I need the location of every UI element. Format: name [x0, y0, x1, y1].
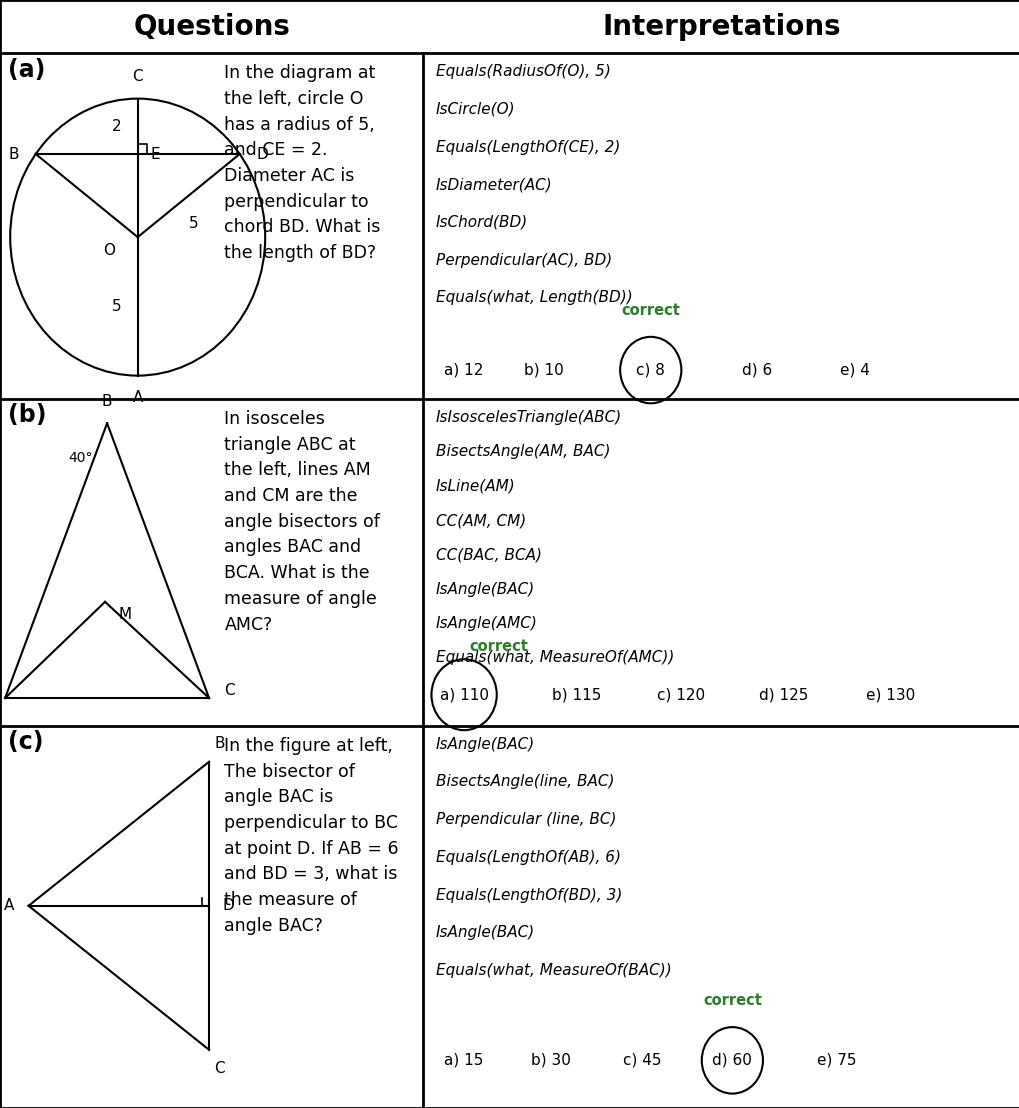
Text: e) 130: e) 130 — [865, 687, 914, 702]
Text: C: C — [224, 683, 234, 698]
Text: IsAngle(AMC): IsAngle(AMC) — [435, 616, 537, 632]
Text: Perpendicular (line, BC): Perpendicular (line, BC) — [435, 812, 615, 828]
Text: C: C — [132, 69, 143, 84]
Text: BisectsAngle(AM, BAC): BisectsAngle(AM, BAC) — [435, 444, 609, 460]
Text: d) 6: d) 6 — [741, 362, 771, 378]
Text: a) 15: a) 15 — [444, 1053, 483, 1068]
Text: Perpendicular(AC), BD): Perpendicular(AC), BD) — [435, 253, 611, 268]
Text: IsIsoscelesTriangle(ABC): IsIsoscelesTriangle(ABC) — [435, 410, 622, 425]
Text: e) 4: e) 4 — [839, 362, 869, 378]
Text: IsAngle(BAC): IsAngle(BAC) — [435, 925, 534, 941]
Text: (b): (b) — [8, 403, 47, 428]
Text: correct: correct — [621, 302, 680, 318]
Text: Interpretations: Interpretations — [602, 12, 840, 41]
Text: d) 125: d) 125 — [758, 687, 807, 702]
Text: 2: 2 — [112, 119, 121, 134]
Text: b) 30: b) 30 — [530, 1053, 571, 1068]
Text: e) 75: e) 75 — [816, 1053, 855, 1068]
Text: Equals(LengthOf(CE), 2): Equals(LengthOf(CE), 2) — [435, 140, 620, 155]
Text: B: B — [9, 146, 19, 162]
Text: O: O — [103, 243, 115, 258]
Text: M: M — [118, 607, 131, 623]
Text: 5: 5 — [189, 215, 199, 230]
Text: CC(AM, CM): CC(AM, CM) — [435, 513, 525, 529]
Text: IsDiameter(AC): IsDiameter(AC) — [435, 177, 551, 193]
Text: correct: correct — [469, 638, 528, 654]
Text: IsChord(BD): IsChord(BD) — [435, 215, 527, 230]
Text: Equals(RadiusOf(O), 5): Equals(RadiusOf(O), 5) — [435, 64, 609, 80]
Text: Equals(LengthOf(AB), 6): Equals(LengthOf(AB), 6) — [435, 850, 620, 865]
Text: a) 12: a) 12 — [444, 362, 483, 378]
Text: c) 120: c) 120 — [656, 687, 705, 702]
Text: B: B — [214, 736, 224, 751]
Text: C: C — [214, 1061, 224, 1076]
Text: c) 45: c) 45 — [623, 1053, 661, 1068]
Text: In isosceles
triangle ABC at
the left, lines AM
and CM are the
angle bisectors o: In isosceles triangle ABC at the left, l… — [224, 410, 380, 634]
Text: IsLine(AM): IsLine(AM) — [435, 479, 515, 494]
Text: 5: 5 — [112, 299, 121, 314]
Text: a) 110: a) 110 — [439, 687, 488, 702]
Text: D: D — [222, 899, 234, 913]
Text: 40°: 40° — [68, 451, 93, 465]
Text: BisectsAngle(line, BAC): BisectsAngle(line, BAC) — [435, 774, 613, 790]
Text: b) 10: b) 10 — [524, 362, 562, 378]
Text: Equals(LengthOf(BD), 3): Equals(LengthOf(BD), 3) — [435, 888, 622, 903]
Text: d) 60: d) 60 — [711, 1053, 752, 1068]
Text: IsAngle(BAC): IsAngle(BAC) — [435, 582, 534, 597]
Text: Equals(what, Length(BD)): Equals(what, Length(BD)) — [435, 290, 632, 306]
Text: (a): (a) — [8, 58, 46, 82]
Text: (c): (c) — [8, 730, 44, 755]
Text: c) 8: c) 8 — [636, 362, 664, 378]
Text: In the figure at left,
The bisector of
angle BAC is
perpendicular to BC
at point: In the figure at left, The bisector of a… — [224, 737, 398, 935]
Text: IsCircle(O): IsCircle(O) — [435, 102, 515, 117]
Text: In the diagram at
the left, circle O
has a radius of 5,
and CE = 2.
Diameter AC : In the diagram at the left, circle O has… — [224, 64, 380, 263]
Text: D: D — [256, 146, 268, 162]
Text: E: E — [151, 146, 160, 162]
Text: IsAngle(BAC): IsAngle(BAC) — [435, 737, 534, 752]
Text: Equals(what, MeasureOf(BAC)): Equals(what, MeasureOf(BAC)) — [435, 963, 671, 978]
Text: b) 115: b) 115 — [551, 687, 600, 702]
Text: B: B — [102, 393, 112, 409]
Text: A: A — [132, 390, 143, 406]
Text: Questions: Questions — [133, 12, 289, 41]
Text: A: A — [4, 899, 14, 913]
Text: CC(BAC, BCA): CC(BAC, BCA) — [435, 547, 541, 563]
Text: correct: correct — [702, 993, 761, 1008]
Text: Equals(what, MeasureOf(AMC)): Equals(what, MeasureOf(AMC)) — [435, 650, 674, 666]
